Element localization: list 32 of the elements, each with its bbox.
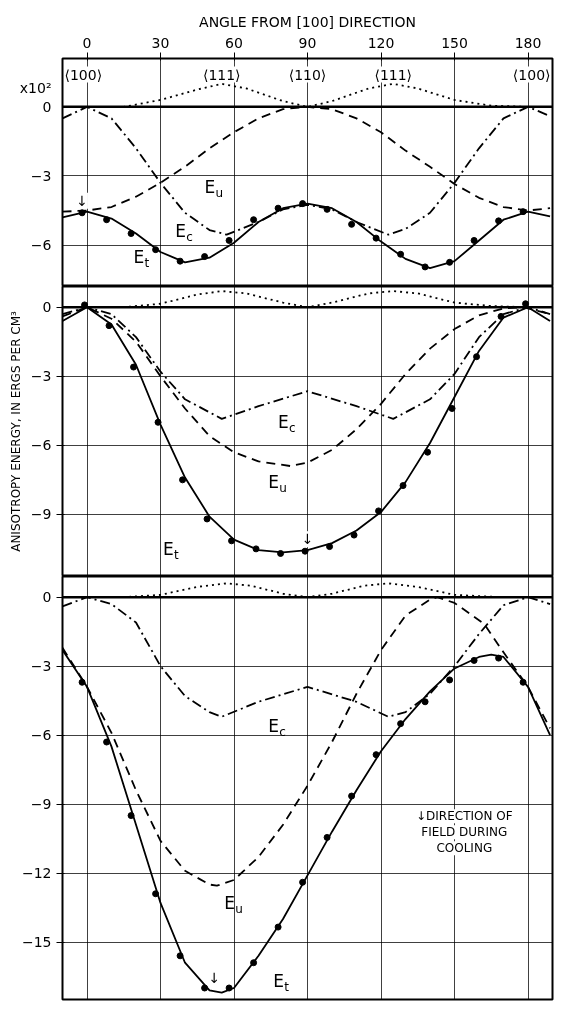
x-tick-label: 0 bbox=[82, 34, 92, 51]
annotation: ↓DIRECTION OF FIELD DURING COOLING bbox=[416, 809, 513, 856]
y-tick-label: −9 bbox=[30, 506, 52, 523]
y-tick-label: 0 bbox=[42, 98, 52, 115]
x-tick-label: 60 bbox=[225, 34, 243, 51]
annotation: ↓ bbox=[76, 192, 88, 209]
y-tick-label: 0 bbox=[42, 589, 52, 606]
annotation: ⟨111⟩ bbox=[202, 66, 241, 83]
text: x10² bbox=[19, 80, 52, 97]
annotation: ↓ bbox=[208, 970, 221, 987]
y-axis-title: ANISOTROPY ENERGY, IN ERGS PER CM³ bbox=[8, 310, 23, 552]
x-tick-label: 30 bbox=[151, 34, 170, 51]
annotation: ↓ bbox=[301, 531, 314, 548]
y-tick-label: −15 bbox=[21, 934, 52, 951]
y-tick-label: −3 bbox=[30, 368, 52, 385]
annotation: ⟨100⟩ bbox=[512, 66, 551, 83]
x-tick-label: 180 bbox=[514, 34, 542, 51]
annotation: ⟨100⟩ bbox=[64, 66, 103, 83]
x-axis-title: ANGLE FROM [100] DIRECTION bbox=[199, 13, 416, 30]
y-tick-label: 0 bbox=[42, 299, 52, 316]
y-tick-label: −3 bbox=[30, 658, 52, 675]
x-tick-label: 90 bbox=[298, 34, 317, 51]
y-tick-label: −6 bbox=[30, 727, 52, 744]
y-tick-label: −6 bbox=[30, 437, 52, 454]
x-tick-label: 150 bbox=[441, 34, 468, 51]
y-tick-label: −6 bbox=[30, 237, 52, 254]
annotation: ⟨110⟩ bbox=[288, 66, 327, 83]
y-tick-label: −3 bbox=[30, 167, 52, 184]
y-tick-label: −12 bbox=[21, 865, 52, 882]
y-tick-label: −9 bbox=[30, 796, 52, 813]
annotation: ⟨111⟩ bbox=[374, 66, 413, 83]
x-tick-label: 120 bbox=[367, 34, 395, 51]
